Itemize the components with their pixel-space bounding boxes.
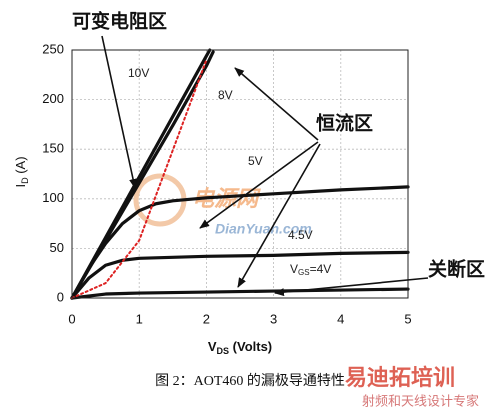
annotation: 恒流区	[316, 112, 373, 135]
x-axis-label: VDS (Volts)	[208, 339, 272, 356]
arrow	[199, 141, 319, 229]
curve-label: 5V	[248, 154, 263, 168]
curve-label: 8V	[218, 88, 233, 102]
x-tick-label: 5	[404, 311, 411, 326]
arrow	[274, 277, 429, 297]
y-tick-label: 50	[50, 240, 64, 255]
watermark: 射频和天线设计专家	[362, 393, 479, 408]
arrow	[234, 67, 319, 141]
y-tick-label: 200	[42, 91, 64, 106]
annotation: 可变电阻区	[72, 10, 167, 33]
x-tick-label: 2	[203, 311, 210, 326]
watermark: 易迪拓培训	[345, 365, 455, 390]
curve	[70, 185, 410, 300]
curve-label: VGS=4V	[290, 262, 331, 277]
axes-frame	[71, 49, 409, 299]
x-tick-label: 4	[337, 311, 344, 326]
y-tick-label: 100	[42, 190, 64, 205]
curve	[70, 250, 410, 300]
curve	[71, 58, 208, 299]
arrow	[101, 35, 137, 189]
curve-label: 10V	[128, 66, 149, 80]
x-tick-label: 3	[270, 311, 277, 326]
y-tick-label: 0	[57, 289, 64, 304]
arrow	[237, 143, 321, 288]
y-tick-label: 150	[42, 141, 64, 156]
x-tick-label: 0	[68, 311, 75, 326]
y-tick-label: 250	[42, 41, 64, 56]
caption: 图 2：AOT460 的漏极导通特性	[155, 373, 345, 389]
curve-label: 4.5V	[288, 228, 313, 242]
watermark: DianYuan.com	[215, 221, 312, 237]
annotation: 关断区	[428, 258, 485, 281]
curve	[70, 287, 410, 300]
x-tick-label: 1	[136, 311, 143, 326]
plot-area	[70, 48, 410, 300]
y-axis-label: ID (A)	[13, 156, 30, 187]
